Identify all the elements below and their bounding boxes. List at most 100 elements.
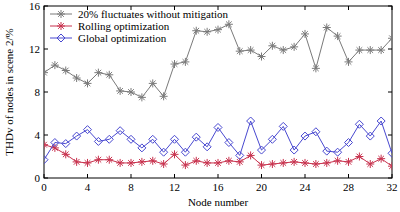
point — [301, 159, 309, 167]
point — [247, 151, 255, 159]
point — [192, 157, 200, 165]
point — [181, 148, 189, 156]
point — [84, 159, 92, 167]
x-tick — [131, 174, 132, 178]
x-tick-label: 4 — [85, 181, 91, 193]
point — [203, 159, 211, 167]
point — [236, 47, 244, 55]
point — [214, 26, 222, 34]
point — [258, 53, 266, 61]
y-tick — [44, 135, 48, 136]
y-tick-label: 12 — [29, 43, 40, 55]
point — [388, 34, 392, 42]
series-line — [44, 24, 392, 97]
x-tick — [305, 6, 306, 10]
point — [334, 148, 342, 156]
point — [149, 135, 157, 143]
point — [192, 133, 200, 141]
x-tick — [261, 6, 262, 10]
y-tick-label: 0 — [35, 172, 41, 184]
x-tick-label: 24 — [300, 181, 312, 193]
point — [127, 135, 135, 143]
x-tick-label: 8 — [128, 181, 134, 193]
point — [84, 126, 92, 134]
point — [171, 150, 179, 158]
point — [171, 60, 179, 68]
series-line — [44, 121, 392, 160]
point — [247, 46, 255, 54]
x-tick — [44, 6, 45, 10]
point — [323, 159, 331, 167]
point — [334, 32, 342, 40]
point — [323, 24, 331, 32]
point — [51, 139, 59, 147]
point — [258, 146, 266, 154]
x-tick-label: 0 — [41, 181, 47, 193]
x-tick — [348, 174, 349, 178]
point — [214, 159, 222, 167]
point — [301, 132, 309, 140]
y-tick — [388, 49, 392, 50]
point — [366, 132, 374, 140]
y-tick — [44, 178, 48, 179]
legend-label: Global optimization — [78, 32, 167, 44]
point — [116, 87, 124, 95]
point — [312, 160, 320, 168]
legend-marker — [57, 34, 65, 42]
point — [268, 135, 276, 143]
point — [44, 141, 48, 149]
x-tick — [348, 6, 349, 10]
series-line — [44, 145, 392, 167]
point — [225, 20, 233, 28]
point — [225, 139, 233, 147]
point — [73, 132, 81, 140]
x-tick-label: 12 — [169, 181, 180, 193]
y-tick — [44, 6, 48, 7]
point — [116, 127, 124, 135]
point — [290, 158, 298, 166]
point — [94, 156, 102, 164]
point — [345, 58, 353, 66]
point — [105, 156, 113, 164]
x-tick — [174, 174, 175, 178]
point — [62, 140, 70, 148]
point — [279, 159, 287, 167]
point — [214, 123, 222, 131]
point — [355, 46, 363, 54]
point — [247, 117, 255, 125]
point — [236, 151, 244, 159]
chart: 0481216048121620242832Node numberTHDv of… — [0, 0, 400, 212]
point — [138, 158, 146, 166]
y-tick — [388, 92, 392, 93]
point — [203, 143, 211, 151]
point — [323, 147, 331, 155]
point — [171, 135, 179, 143]
point — [44, 156, 48, 164]
point — [377, 155, 385, 163]
point — [268, 42, 276, 50]
legend: 20% fluctuates without mitigationRolling… — [50, 8, 229, 44]
point — [290, 146, 298, 154]
point — [127, 159, 135, 167]
point — [355, 153, 363, 161]
point — [334, 157, 342, 165]
point — [355, 120, 363, 128]
point — [138, 93, 146, 101]
x-tick-label: 20 — [256, 181, 268, 193]
point — [73, 74, 81, 82]
point — [279, 122, 287, 130]
point — [345, 158, 353, 166]
y-tick-label: 16 — [29, 0, 41, 12]
point — [94, 69, 102, 77]
point — [51, 144, 59, 152]
point — [258, 161, 266, 169]
point — [149, 79, 157, 87]
point — [160, 148, 168, 156]
point — [127, 88, 135, 96]
point — [192, 27, 200, 35]
x-tick — [87, 174, 88, 178]
legend-marker — [57, 10, 65, 18]
point — [301, 30, 309, 38]
legend-marker — [57, 22, 65, 30]
x-tick — [261, 174, 262, 178]
